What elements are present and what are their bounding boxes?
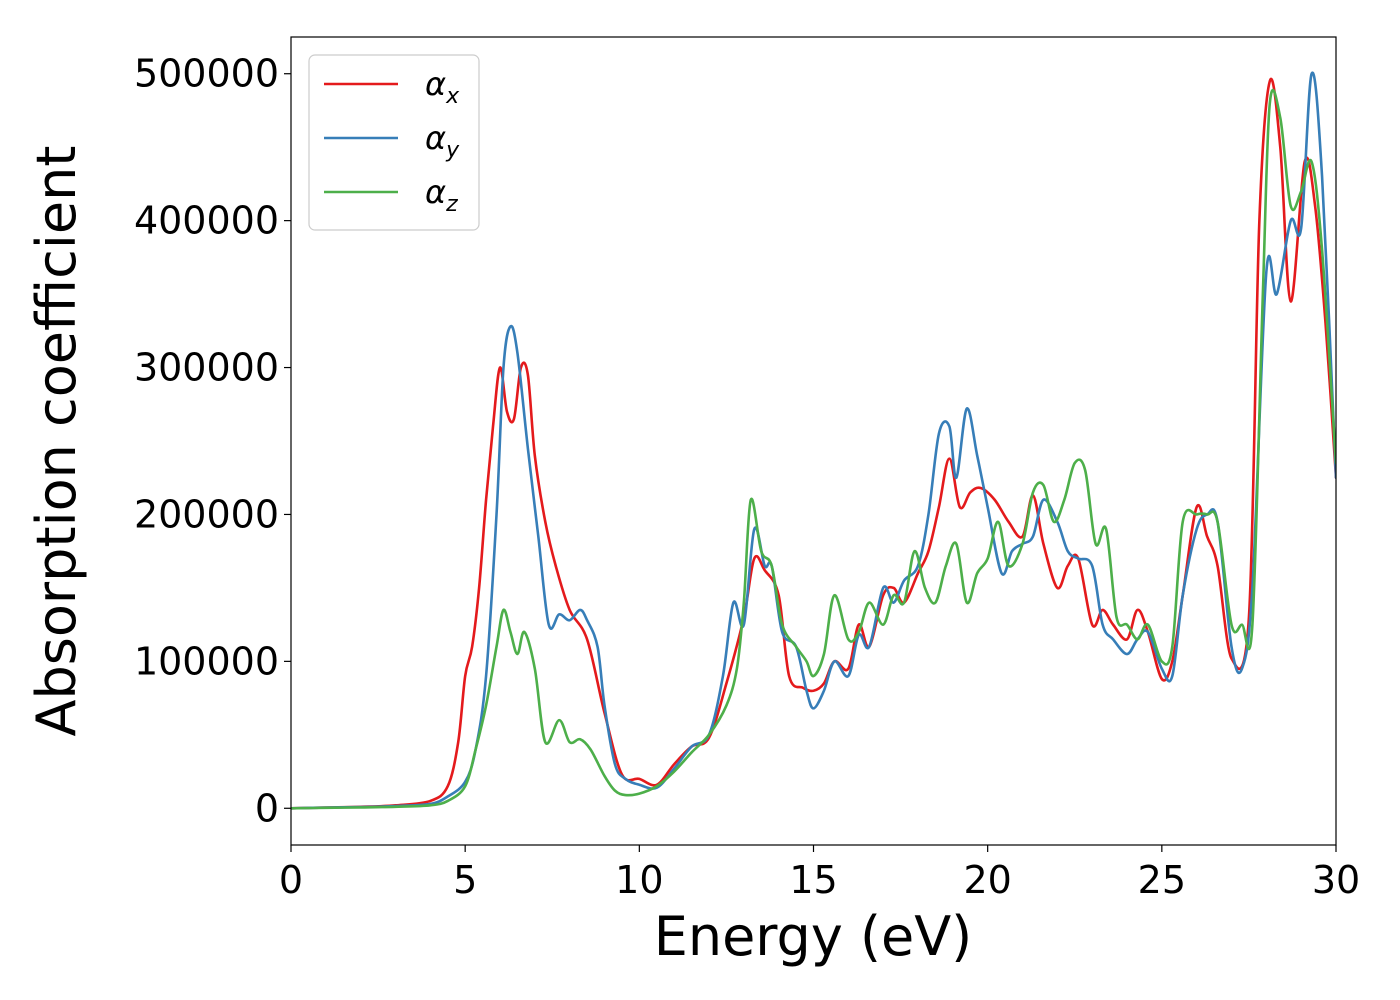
legend-label-alpha-z: αz [425, 173, 458, 217]
x-tick-label: 0 [279, 858, 303, 902]
y-tick-label: 100000 [134, 639, 279, 683]
y-tick-label: 200000 [134, 492, 279, 536]
legend-label-alpha-y: αy [425, 119, 460, 163]
x-tick-label: 10 [615, 858, 663, 902]
x-tick-label: 25 [1138, 858, 1186, 902]
y-axis-title: Absorption coefficient [25, 146, 88, 737]
series-line-alpha-z [291, 88, 1336, 810]
x-axis-title: Energy (eV) [654, 905, 973, 968]
y-tick-label: 500000 [134, 52, 279, 96]
series-layer [291, 71, 1336, 810]
legend-label-alpha-x: αx [425, 65, 460, 109]
x-tick-label: 15 [789, 858, 837, 902]
x-tick-label: 5 [453, 858, 477, 902]
x-tick-label: 20 [963, 858, 1011, 902]
y-tick-label: 0 [255, 786, 279, 830]
y-tick-label: 400000 [134, 199, 279, 243]
x-tick-label: 30 [1312, 858, 1360, 902]
x-axis: 0 5 10 15 20 25 30 [279, 845, 1360, 902]
legend: αx αy αz [308, 54, 480, 231]
y-axis: 0 100000 200000 300000 400000 500000 [134, 52, 291, 830]
y-tick-label: 300000 [134, 346, 279, 390]
legend-frame [308, 54, 480, 231]
series-line-alpha-x [291, 77, 1336, 810]
